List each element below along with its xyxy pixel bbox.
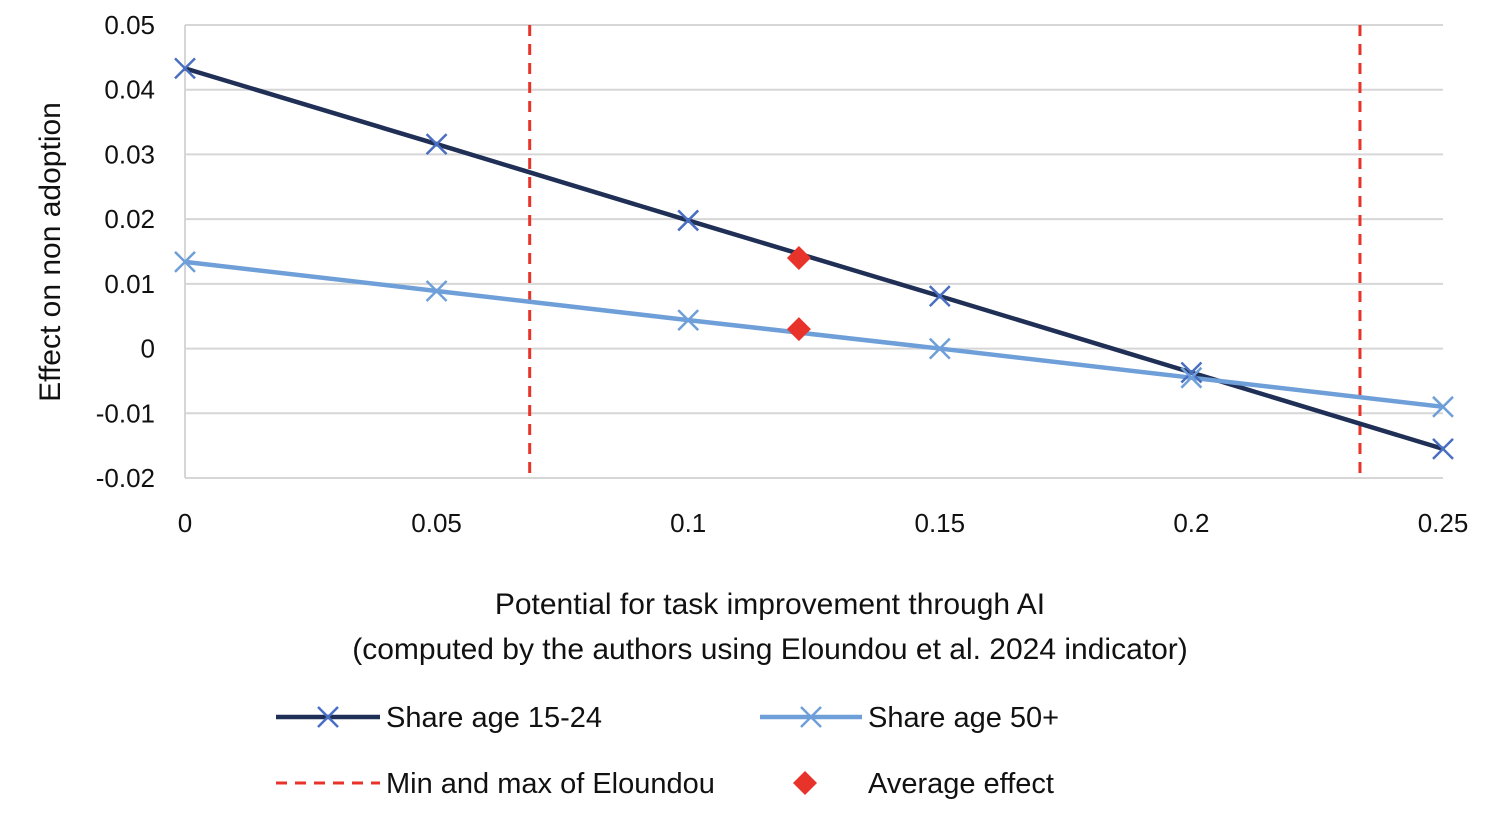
- series-line-1: [184, 66, 1444, 452]
- x-marker-stroke: [677, 209, 700, 232]
- x-marker-stroke: [1432, 395, 1454, 418]
- x-marker-stroke: [425, 133, 448, 155]
- series-2-point: [1432, 395, 1454, 418]
- legend-item: Share age 15-24: [276, 702, 602, 734]
- y-tick-label: 0.02: [104, 204, 155, 234]
- x-marker-stroke: [928, 337, 951, 360]
- legend-label: Average effect: [868, 768, 1054, 800]
- series-lines: [184, 66, 1444, 452]
- x-marker-stroke: [174, 57, 196, 80]
- series-1-point: [1432, 437, 1454, 460]
- y-tick-label: -0.02: [96, 463, 155, 493]
- legend-label: Share age 50+: [868, 702, 1059, 734]
- y-tick-label: 0: [141, 334, 155, 364]
- x-marker-stroke: [1180, 361, 1203, 384]
- average-effect-markers: [786, 245, 811, 342]
- series-1-point: [174, 57, 196, 80]
- legend-swatch-marker: [800, 706, 822, 728]
- average-effect-point: [786, 317, 811, 342]
- x-axis-title-line-2: (computed by the authors using Eloundou …: [352, 633, 1188, 666]
- x-marker-stroke: [928, 285, 951, 308]
- legend-item: Average effect: [793, 768, 1054, 800]
- legend-swatch-diamond: [793, 771, 817, 795]
- x-tick-label: 0.05: [411, 508, 462, 538]
- x-tick-labels: 0 0.05 0.1 0.15 0.2 0.25: [178, 508, 1469, 538]
- x-marker-stroke: [1180, 366, 1203, 389]
- y-tick-label: 0.05: [104, 10, 155, 40]
- x-marker-stroke: [317, 706, 339, 728]
- x-tick-label: 0.15: [914, 508, 965, 538]
- y-tick-label: 0.03: [104, 139, 155, 169]
- legend-label: Min and max of Eloundou: [386, 768, 715, 800]
- series-line-2: [184, 259, 1444, 410]
- series-1-point: [677, 209, 700, 232]
- x-marker-stroke: [425, 280, 448, 302]
- series-1-point: [425, 133, 448, 155]
- x-marker-stroke: [1432, 437, 1454, 460]
- x-tick-label: 0.1: [670, 508, 706, 538]
- legend: Share age 15-24 Share age 50+ Min and max …: [276, 702, 1059, 800]
- x-tick-label: 0: [178, 508, 192, 538]
- x-marker-stroke: [800, 706, 822, 728]
- series-markers: [174, 57, 1454, 460]
- gridlines: [184, 24, 1443, 479]
- x-marker-stroke: [174, 250, 196, 273]
- reference-lines: [528, 25, 1362, 478]
- x-axis-title-line-1: Potential for task improvement through A…: [495, 588, 1045, 621]
- legend-label: Share age 15-24: [386, 702, 602, 734]
- average-effect-point: [786, 245, 811, 270]
- series-2-point: [677, 309, 700, 331]
- x-tick-label: 0.25: [1418, 508, 1469, 538]
- series-2-point: [1180, 366, 1203, 389]
- legend-swatch-marker: [317, 706, 339, 728]
- y-tick-label: 0.04: [104, 75, 155, 105]
- x-marker-stroke: [677, 309, 700, 331]
- series-2-point: [928, 337, 951, 360]
- y-axis-title: Effect on non adoption: [34, 102, 67, 402]
- y-tick-label: -0.01: [96, 398, 155, 428]
- series-1-point: [928, 285, 951, 308]
- series-2-point: [425, 280, 448, 302]
- series-1-point: [1180, 361, 1203, 384]
- legend-item: Share age 50+: [760, 702, 1059, 734]
- y-tick-label: 0.01: [104, 269, 155, 299]
- legend-item: Min and max of Eloundou: [276, 768, 715, 800]
- series-2-point: [174, 250, 196, 273]
- x-tick-label: 0.2: [1173, 508, 1209, 538]
- y-tick-labels: 0.05 0.04 0.03 0.02 0.01 0 -0.01 -0.02: [96, 10, 155, 493]
